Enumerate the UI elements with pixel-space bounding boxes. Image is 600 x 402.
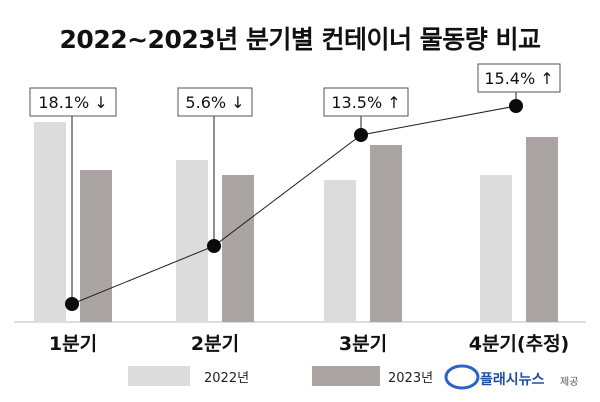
- category-label: 4분기(추정): [469, 333, 570, 355]
- bar-2023년-2분기: [222, 175, 254, 322]
- bar-2022년-3분기: [324, 180, 356, 322]
- line-point: [207, 239, 221, 253]
- data-label-box: [177, 87, 253, 117]
- data-label-box: [477, 63, 561, 93]
- bar-2023년-4분기(추정): [526, 137, 558, 322]
- bar-2022년-1분기: [34, 122, 66, 322]
- legend-swatch-2022: [128, 366, 190, 386]
- logo-emblem: [444, 364, 480, 390]
- line-point: [354, 128, 368, 142]
- data-label-box: [323, 87, 409, 117]
- chart-title: 2022~2023년 분기별 컨테이너 물동량 비교: [59, 25, 541, 54]
- legend-label: 2022년: [204, 371, 249, 386]
- bar-2023년-1분기: [80, 170, 112, 322]
- bar-2022년-2분기: [176, 160, 208, 322]
- category-label: 3분기: [339, 333, 387, 355]
- bar-2022년-4분기(추정): [480, 175, 512, 322]
- legend-swatch-2023: [312, 366, 380, 386]
- line-point: [65, 297, 79, 311]
- data-label: 18.1% ↓: [38, 93, 107, 112]
- legend-label: 2023년: [388, 371, 433, 386]
- data-label: 15.4% ↑: [484, 69, 553, 88]
- category-label: 1분기: [49, 333, 97, 355]
- data-label: 13.5% ↑: [331, 93, 400, 112]
- line-series: [71, 105, 517, 305]
- watermark-logo: 플래시뉴스: [480, 372, 545, 388]
- bar-2023년-3분기: [370, 145, 402, 322]
- data-label: 5.6% ↓: [185, 93, 244, 112]
- category-label: 2분기: [191, 333, 239, 355]
- data-label-box: [29, 87, 117, 117]
- line-point: [509, 99, 523, 113]
- watermark-sub: 제공: [560, 377, 579, 388]
